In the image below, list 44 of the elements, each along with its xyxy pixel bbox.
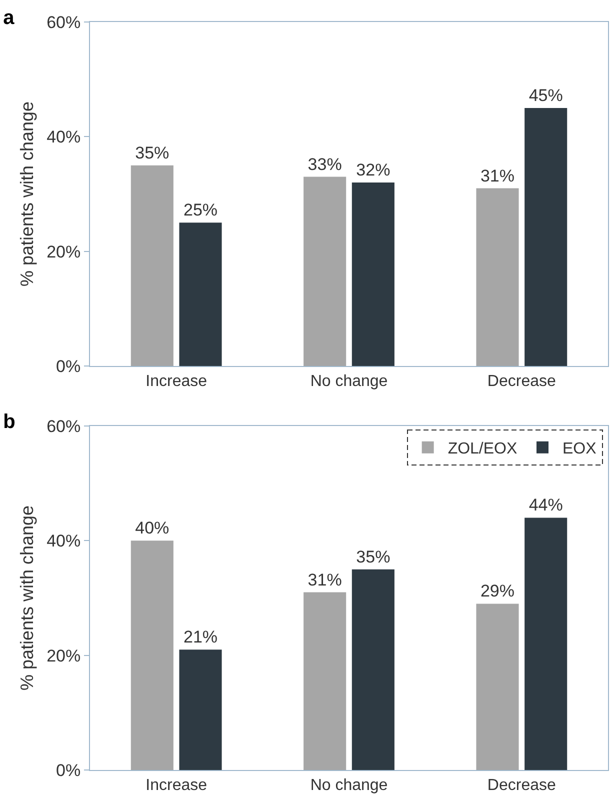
text: 25% [183, 200, 218, 220]
y-tick-label: 20% [46, 242, 81, 262]
bar [352, 569, 394, 770]
y-tick-label: 0% [56, 356, 81, 376]
text: 35% [135, 143, 170, 162]
chart-title: b [3, 411, 16, 434]
bar [352, 182, 394, 366]
legend-label: ZOL/EOX [448, 440, 518, 458]
x-tick-label: Decrease [487, 777, 556, 794]
legend-label: EOX [562, 440, 597, 458]
text: 40% [135, 518, 170, 538]
bar [524, 518, 568, 770]
bar [476, 188, 519, 366]
text: 44% [528, 496, 563, 515]
x-tick-label: No change [310, 373, 388, 390]
y-axis-title: % patients with change [16, 505, 37, 691]
bar [476, 604, 519, 770]
text: 45% [528, 86, 563, 105]
bar [524, 108, 568, 366]
y-tick-label: 0% [56, 760, 81, 780]
bar [179, 222, 222, 366]
x-tick-label: Increase [146, 373, 208, 390]
text: 29% [480, 582, 515, 601]
y-tick-label: 40% [46, 128, 81, 147]
chart-title: a [3, 7, 16, 30]
y-axis-title: % patients with change [16, 101, 37, 287]
text: 31% [308, 570, 342, 590]
y-tick-label: 20% [46, 646, 81, 666]
x-tick-label: Increase [146, 777, 208, 794]
x-tick-label: Decrease [487, 373, 556, 390]
x-tick-label: No change [310, 777, 388, 794]
text: 31% [480, 166, 515, 186]
bar [304, 176, 346, 366]
bar [179, 650, 222, 770]
y-tick-label: 60% [46, 416, 81, 436]
bar [130, 540, 174, 770]
text: 32% [356, 160, 390, 180]
y-tick-label: 60% [46, 12, 81, 32]
y-tick-label: 40% [46, 532, 81, 551]
bar [304, 592, 346, 770]
text: 21% [183, 628, 218, 647]
text: 33% [308, 154, 342, 174]
bar [130, 165, 174, 366]
text: 35% [356, 547, 390, 566]
